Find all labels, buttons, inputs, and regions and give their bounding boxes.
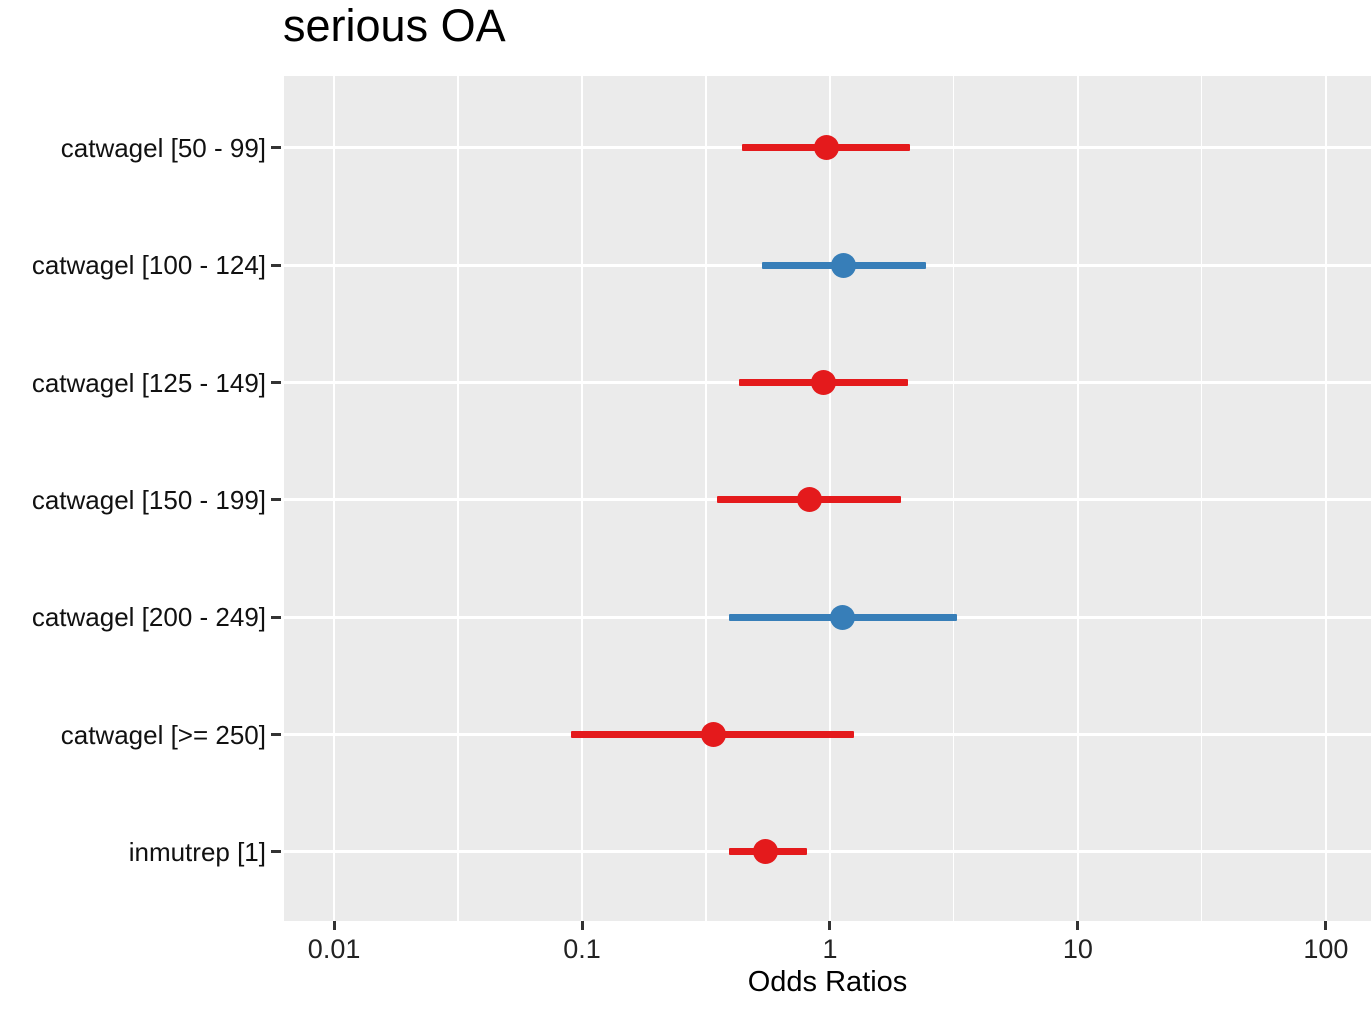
y-axis-tick — [271, 263, 281, 267]
row-gridline — [284, 850, 1371, 854]
odds-ratio-point — [814, 135, 840, 161]
odds-ratio-point — [810, 370, 836, 396]
x-axis-tick — [580, 921, 584, 930]
y-axis-label: catwagel [125 - 149] — [31, 367, 266, 398]
x-axis-tick-label: 10 — [1062, 934, 1093, 964]
plot-title: serious OA — [283, 0, 506, 51]
x-axis-tick — [332, 921, 336, 930]
y-axis-tick — [271, 381, 281, 385]
x-axis-tick-label: 100 — [1303, 934, 1349, 964]
y-axis-tick — [271, 498, 281, 502]
x-axis-tick-label: 0.01 — [307, 934, 361, 964]
y-axis-label: catwagel [100 - 124] — [31, 250, 266, 281]
x-axis-tick-label: 1 — [822, 934, 838, 964]
x-axis-title: Odds Ratios — [747, 966, 908, 998]
y-axis-tick — [271, 850, 281, 854]
plot-panel — [284, 76, 1371, 921]
odds-ratio-point — [753, 839, 779, 865]
y-axis-tick — [271, 146, 281, 150]
odds-ratio-point — [797, 487, 823, 513]
y-axis-tick — [271, 733, 281, 737]
odds-ratio-point — [701, 722, 727, 748]
y-axis-label: catwagel [200 - 249] — [31, 602, 266, 633]
x-axis-tick — [828, 921, 832, 930]
y-axis-tick — [271, 615, 281, 619]
odds-ratio-point — [829, 604, 855, 630]
y-axis-label: inmutrep [1] — [128, 836, 266, 867]
x-axis-tick — [1076, 921, 1080, 930]
y-axis-label: catwagel [>= 250] — [60, 719, 266, 750]
y-axis-label: catwagel [50 - 99] — [60, 132, 266, 163]
x-axis-tick — [1324, 921, 1328, 930]
odds-ratio-point — [830, 252, 856, 278]
y-axis-label: catwagel [150 - 199] — [31, 484, 266, 515]
x-axis-tick-label: 0.1 — [563, 934, 601, 964]
